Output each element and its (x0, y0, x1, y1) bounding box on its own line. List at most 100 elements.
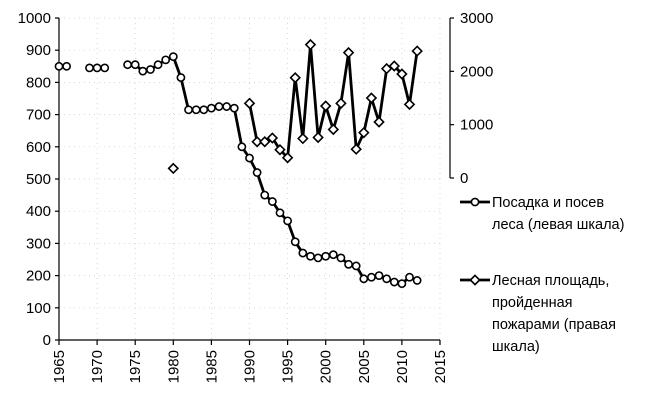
data-point (306, 251, 315, 261)
legend-label: пожарами (правая (492, 317, 616, 333)
left-axis-tick-label: 500 (26, 171, 51, 188)
series-1 (54, 52, 422, 289)
data-point (396, 68, 408, 80)
data-point (259, 136, 271, 148)
data-point (222, 102, 232, 111)
data-point (290, 237, 300, 247)
data-point (342, 46, 355, 59)
data-point (237, 142, 247, 152)
data-point (281, 152, 294, 164)
bottom-axis-tick-label: 1965 (51, 350, 68, 383)
left-axis-tick-label: 0 (43, 332, 51, 349)
data-point (199, 105, 209, 115)
data-point (403, 98, 416, 111)
left-axis-tick-label: 300 (26, 235, 51, 252)
data-point (245, 153, 254, 163)
data-point (229, 103, 239, 113)
data-point (321, 251, 331, 261)
data-point (214, 102, 224, 111)
data-point (161, 55, 171, 65)
series-2 (167, 38, 423, 175)
left-axis-tick-label: 900 (26, 42, 51, 59)
data-point (176, 73, 186, 82)
data-point (123, 60, 132, 70)
right-axis-tick-label: 2000 (460, 63, 493, 80)
data-point (405, 272, 414, 282)
right-axis-tick-label: 1000 (460, 117, 493, 134)
data-point (184, 105, 193, 115)
plot-grid (58, 17, 441, 341)
data-point (243, 97, 256, 110)
data-point (267, 197, 277, 206)
bottom-axis-tick-label: 1980 (165, 350, 182, 383)
data-point (130, 60, 140, 70)
data-point (350, 143, 362, 155)
data-point (374, 271, 384, 280)
data-point (313, 253, 323, 263)
right-axis-tick-label: 3000 (460, 10, 493, 27)
data-point (382, 274, 392, 284)
data-point (319, 100, 332, 112)
data-point (365, 92, 378, 104)
data-point (283, 216, 292, 226)
data-point (373, 116, 385, 128)
left-axis-tick-label: 400 (26, 203, 51, 220)
bottom-axis-tick-label: 2005 (356, 350, 373, 383)
data-point (312, 131, 324, 144)
data-point (412, 276, 422, 285)
left-axis-tick-label: 700 (26, 107, 51, 124)
left-axis-tick-label: 100 (26, 300, 51, 317)
data-point (328, 250, 338, 260)
data-point (251, 136, 263, 148)
legend-label: леса (левая шкала) (492, 217, 624, 233)
axes: 0 100 200 300 400 500 600 700 800 900 1000 1965 1970… (18, 10, 494, 383)
legend-label: Посадка и посев (492, 195, 604, 211)
data-point (304, 38, 317, 51)
data-point (167, 162, 180, 175)
data-point (344, 259, 353, 269)
legend-marker (470, 197, 480, 207)
data-point (327, 123, 340, 136)
data-point (153, 60, 163, 70)
data-point (138, 66, 148, 76)
legend-item-1: Посадка и посев леса (левая шкала) (460, 195, 624, 233)
data-point (62, 61, 72, 71)
legend-label: пройденная (492, 295, 573, 311)
bottom-axis-tick-label: 2000 (318, 350, 335, 383)
data-point (336, 253, 346, 263)
bottom-axis-tick-label: 1970 (89, 350, 106, 383)
data-point (359, 274, 369, 284)
data-point (298, 248, 308, 258)
data-point (397, 279, 407, 289)
data-point (388, 60, 401, 72)
legend-label: Лесная площадь, (492, 273, 609, 289)
bottom-axis-tick-label: 2010 (394, 350, 411, 383)
data-point (252, 168, 262, 177)
bottom-axis-tick-label: 1995 (280, 350, 297, 383)
data-point (275, 208, 285, 218)
legend-label: шкала) (492, 339, 540, 355)
legend: Посадка и посев леса (левая шкала) Лесная … (460, 195, 624, 355)
bottom-axis-tick-label: 1975 (127, 350, 144, 383)
data-point (54, 61, 64, 71)
data-point (92, 63, 102, 73)
data-point (335, 97, 347, 110)
legend-marker (469, 274, 481, 286)
data-point (206, 103, 216, 113)
data-point (266, 132, 279, 144)
data-point (100, 63, 110, 73)
data-point (85, 63, 94, 73)
bottom-axis-tick-label: 1985 (203, 350, 220, 383)
data-point (297, 132, 309, 145)
bottom-axis-tick-label: 2015 (432, 350, 449, 383)
left-axis-tick-label: 200 (26, 268, 51, 285)
right-axis-tick-label: 0 (460, 170, 468, 187)
data-point (411, 45, 423, 57)
left-axis-tick-label: 800 (26, 74, 51, 91)
data-point (168, 52, 178, 62)
data-point (289, 72, 301, 84)
data-point (367, 272, 376, 282)
data-point (274, 144, 286, 156)
data-point (260, 190, 270, 200)
